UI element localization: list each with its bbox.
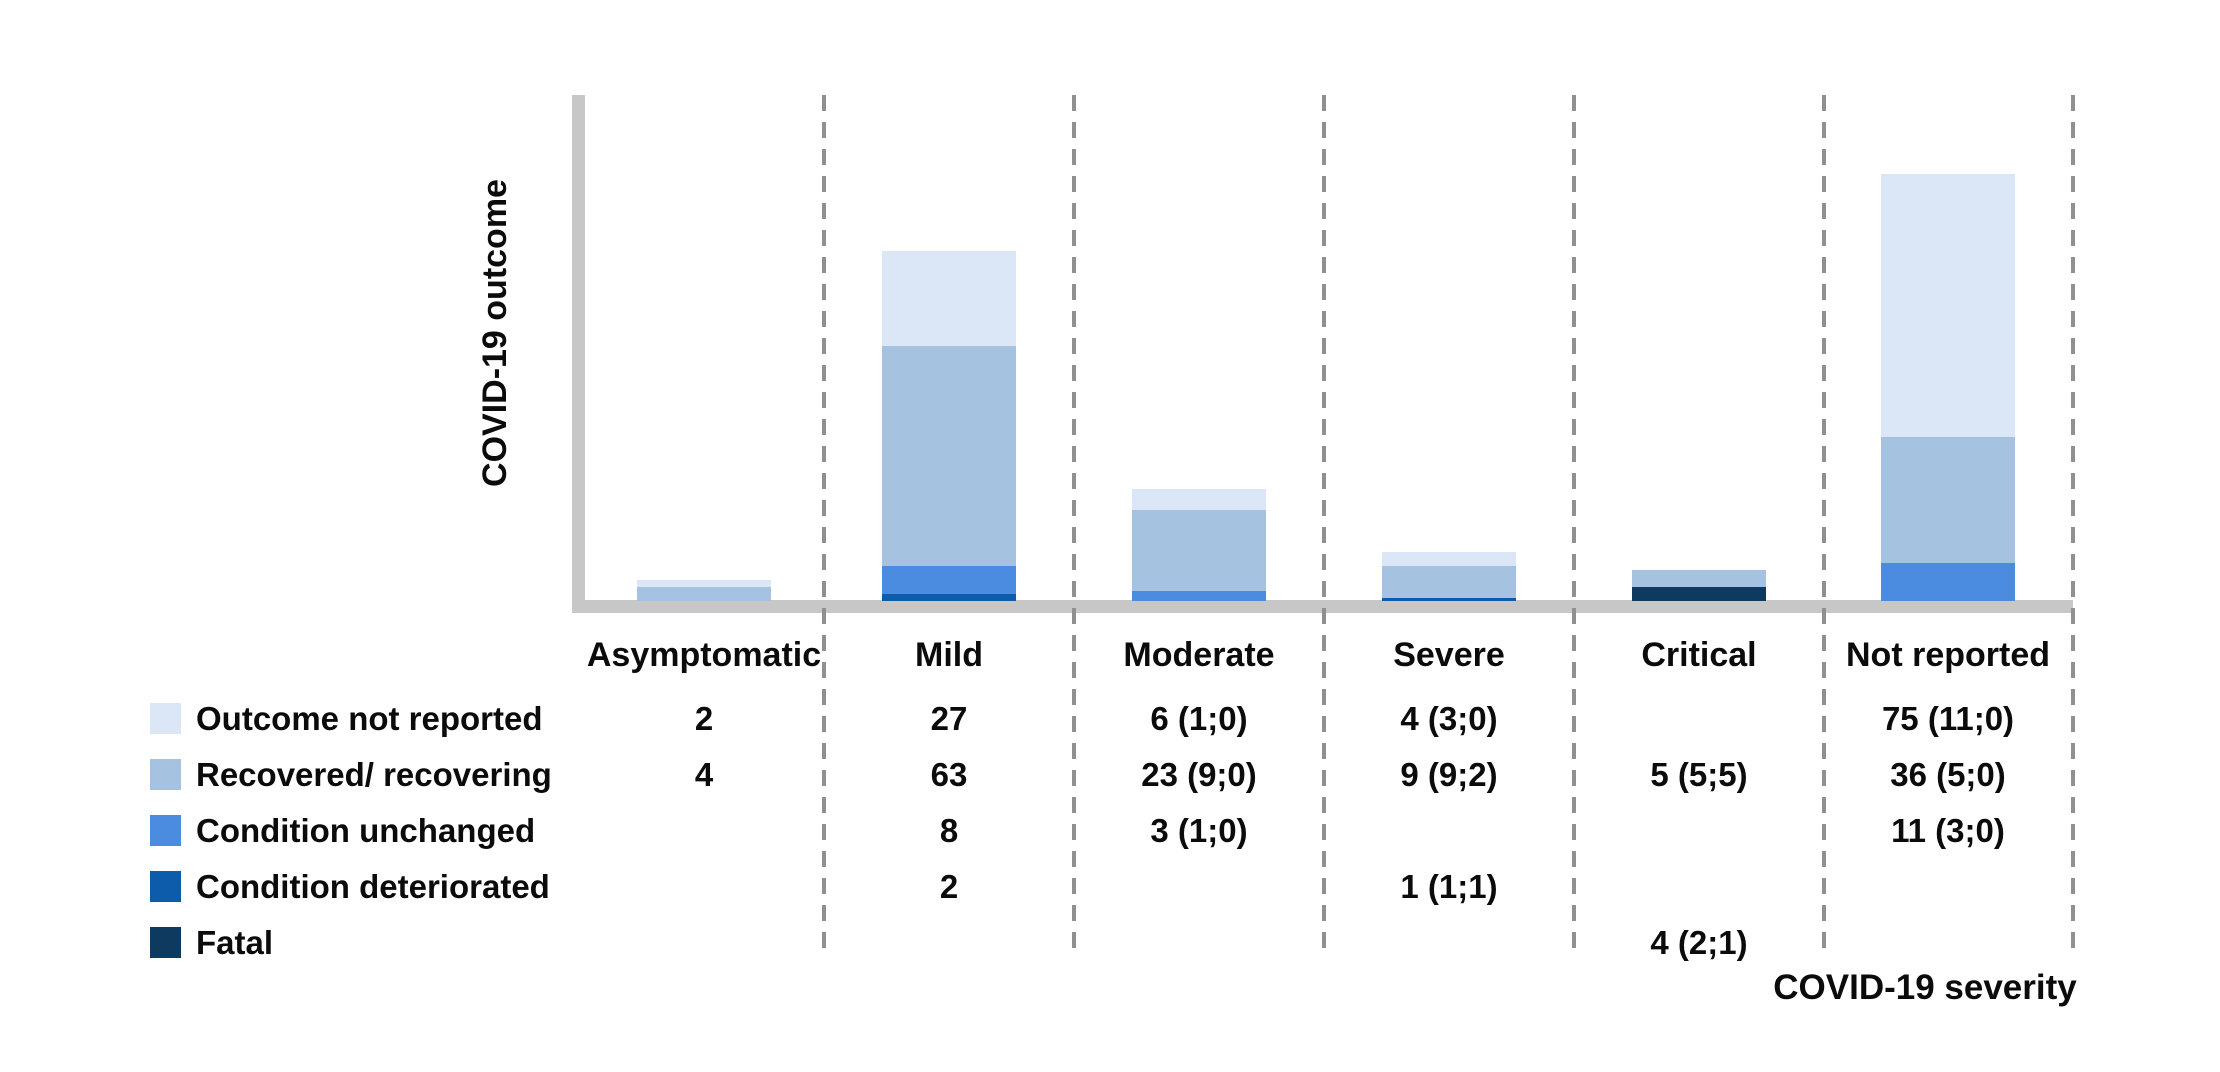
grid-line-4	[1822, 95, 1826, 955]
category-label-critical: Critical	[1641, 636, 1757, 674]
bar-segment-severe-outcome-not-reported	[1382, 552, 1516, 566]
bar-segment-mild-outcome-not-reported	[882, 251, 1016, 346]
y-axis-line	[572, 95, 585, 612]
bar-segment-moderate-recovered-recovering	[1132, 510, 1266, 591]
grid-line-0	[822, 95, 826, 955]
legend-swatch-outcome-not-reported	[150, 703, 181, 734]
value-moderate-condition-unchanged: 3 (1;0)	[1150, 812, 1248, 849]
legend-swatch-condition-unchanged	[150, 815, 181, 846]
value-critical-recovered-recovering: 5 (5;5)	[1650, 756, 1748, 793]
legend-label-fatal: Fatal	[196, 924, 274, 961]
value-asymptomatic-outcome-not-reported: 2	[694, 700, 714, 737]
bar-segment-critical-recovered-recovering	[1632, 569, 1766, 587]
category-label-severe: Severe	[1393, 636, 1505, 674]
value-mild-condition-deteriorated: 2	[939, 868, 959, 905]
category-label-moderate: Moderate	[1123, 636, 1275, 674]
value-severe-condition-deteriorated: 1 (1;1)	[1400, 868, 1498, 905]
category-label-mild: Mild	[915, 636, 983, 674]
grid-line-2	[1322, 95, 1326, 955]
value-critical-fatal: 4 (2;1)	[1650, 924, 1748, 961]
legend-swatch-condition-deteriorated	[150, 871, 181, 902]
bar-segment-severe-condition-deteriorated	[1382, 597, 1516, 601]
legend-label-condition-deteriorated: Condition deteriorated	[196, 868, 550, 905]
grid-line-5	[2071, 95, 2075, 955]
value-mild-recovered-recovering: 63	[930, 756, 968, 793]
value-severe-recovered-recovering: 9 (9;2)	[1400, 756, 1498, 793]
value-mild-condition-unchanged: 8	[939, 812, 959, 849]
value-not-reported-condition-unchanged: 11 (3;0)	[1891, 812, 2005, 849]
bar-segment-severe-recovered-recovering	[1382, 566, 1516, 598]
value-not-reported-outcome-not-reported: 75 (11;0)	[1881, 700, 2015, 737]
bar-segment-critical-fatal	[1632, 587, 1766, 601]
bar-segment-asymptomatic-recovered-recovering	[637, 587, 771, 601]
value-asymptomatic-recovered-recovering: 4	[694, 756, 714, 793]
bar-segment-not-reported-recovered-recovering	[1881, 436, 2015, 563]
value-moderate-recovered-recovering: 23 (9;0)	[1141, 756, 1257, 793]
legend-swatch-fatal	[150, 927, 181, 958]
bar-segment-not-reported-outcome-not-reported	[1881, 174, 2015, 437]
category-label-not-reported: Not reported	[1846, 636, 2050, 674]
value-mild-outcome-not-reported: 27	[930, 700, 968, 737]
bar-segment-asymptomatic-outcome-not-reported	[637, 580, 771, 587]
bar-segment-mild-condition-deteriorated	[882, 594, 1016, 601]
legend-label-recovered-recovering: Recovered/ recovering	[196, 756, 552, 793]
grid-line-1	[1072, 95, 1076, 955]
y-axis-label: COVID-19 outcome	[476, 179, 514, 487]
bar-segment-not-reported-condition-unchanged	[1881, 562, 2015, 601]
value-moderate-outcome-not-reported: 6 (1;0)	[1150, 700, 1248, 737]
bar-segment-mild-recovered-recovering	[882, 345, 1016, 566]
legend-label-outcome-not-reported: Outcome not reported	[196, 700, 543, 737]
value-not-reported-recovered-recovering: 36 (5;0)	[1890, 756, 2006, 793]
bar-segment-moderate-condition-unchanged	[1132, 590, 1266, 601]
bar-segment-mild-condition-unchanged	[882, 566, 1016, 594]
value-severe-outcome-not-reported: 4 (3;0)	[1400, 700, 1498, 737]
x-axis-label: COVID-19 severity	[1773, 968, 2077, 1007]
category-label-asymptomatic: Asymptomatic	[586, 636, 822, 674]
bar-segment-moderate-outcome-not-reported	[1132, 489, 1266, 510]
legend-swatch-recovered-recovering	[150, 759, 181, 790]
grid-line-3	[1572, 95, 1576, 955]
legend-label-condition-unchanged: Condition unchanged	[196, 812, 536, 849]
